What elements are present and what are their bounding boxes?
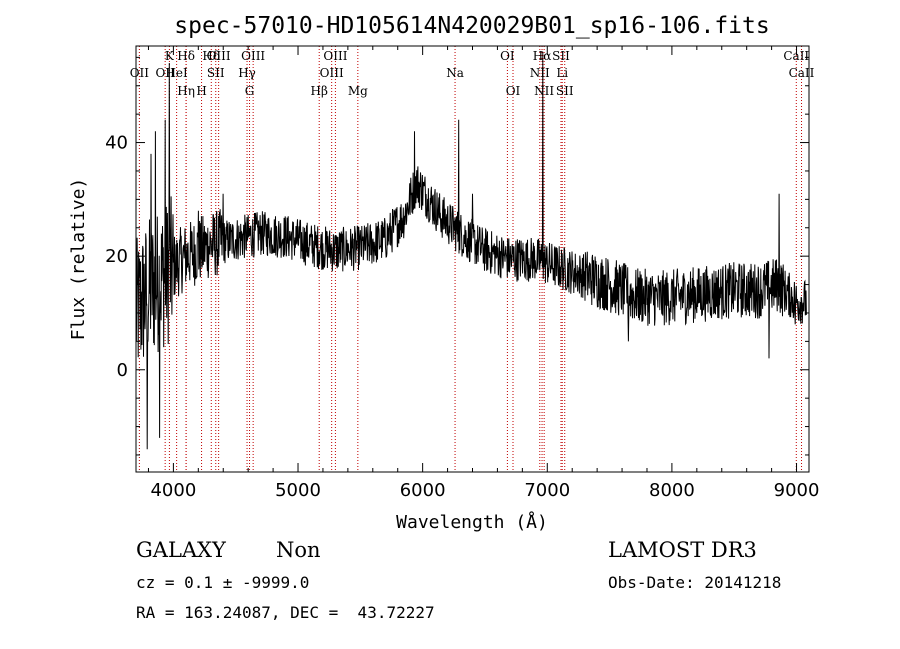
spectral-line-label: Na	[446, 66, 464, 80]
spectral-line-label: H	[196, 84, 206, 98]
spectral-line-label: OIII	[323, 49, 347, 63]
spectrum-flux-line	[135, 51, 807, 450]
spectral-line-label: K	[165, 49, 175, 63]
axis-ticks	[136, 46, 809, 472]
spectral-line-label: SII	[552, 49, 570, 63]
spectral-line-label: SII	[556, 84, 574, 98]
y-tick-label: 20	[105, 246, 128, 267]
x-axis-label: Wavelength (Å)	[396, 511, 548, 533]
spectral-line-label: HeI	[165, 66, 188, 80]
spectral-line-label: Li	[556, 66, 568, 80]
survey-name: LAMOST DR3	[608, 538, 757, 562]
spectral-line-label: CaII	[789, 66, 815, 80]
spectral-line-label: NII	[534, 84, 554, 98]
x-tick-label: 7000	[524, 480, 570, 501]
coordinates: RA = 163.24087, DEC = 43.72227	[136, 603, 435, 622]
spectral-line-label: Hγ	[238, 66, 256, 80]
object-subclass: Non	[276, 538, 321, 562]
spectral-line-label: OIII	[207, 49, 231, 63]
spectral-line-markers	[138, 46, 803, 472]
plot-frame	[135, 45, 810, 473]
x-tick-label: 8000	[649, 480, 695, 501]
spectral-line-label: G	[245, 84, 255, 98]
spectral-line-label: OI	[506, 84, 521, 98]
y-tick-label: 40	[105, 133, 128, 154]
redshift-line: cz = 0.1 ± -9999.0	[136, 573, 310, 592]
spectral-line-label: OII	[155, 66, 175, 80]
spectral-line-label: Mg	[348, 84, 368, 98]
x-tick-label: 5000	[275, 480, 321, 501]
spectral-line-label: OIII	[241, 49, 265, 63]
spectral-line-label: CaII	[783, 49, 809, 63]
observation-date: Obs-Date: 20141218	[608, 573, 782, 592]
spectral-line-label: Hη	[177, 84, 195, 98]
spectral-line-label: Hδ	[177, 49, 195, 63]
x-tick-label: 4000	[150, 480, 196, 501]
spectral-line-label: Hβ	[311, 84, 328, 98]
spectral-line-label: OIII	[320, 66, 344, 80]
chart-title: spec-57010-HD105614N420029B01_sp16-106.f…	[174, 13, 769, 39]
x-tick-label: 9000	[774, 480, 820, 501]
spectral-line-label: Hα	[533, 49, 552, 63]
spectral-line-label: Hδ	[202, 49, 220, 63]
spectral-line-label: SII	[207, 66, 225, 80]
y-tick-label: 0	[117, 360, 128, 381]
spectral-line-labels: OII OII K HeI Hδ Hη H Hδ SII OIII Hγ G OIII Hβ OIII OII…	[130, 49, 815, 98]
spectral-line-label: NII	[530, 66, 550, 80]
axis-tick-labels: 4000 5000 6000 7000 8000 9000 0 20 40	[105, 133, 819, 501]
x-tick-label: 6000	[400, 480, 446, 501]
spectral-line-label: OII	[130, 66, 150, 80]
spectral-line-label: OI	[500, 49, 515, 63]
object-class: GALAXY	[136, 538, 226, 562]
y-axis-label: Flux (relative)	[68, 178, 89, 341]
